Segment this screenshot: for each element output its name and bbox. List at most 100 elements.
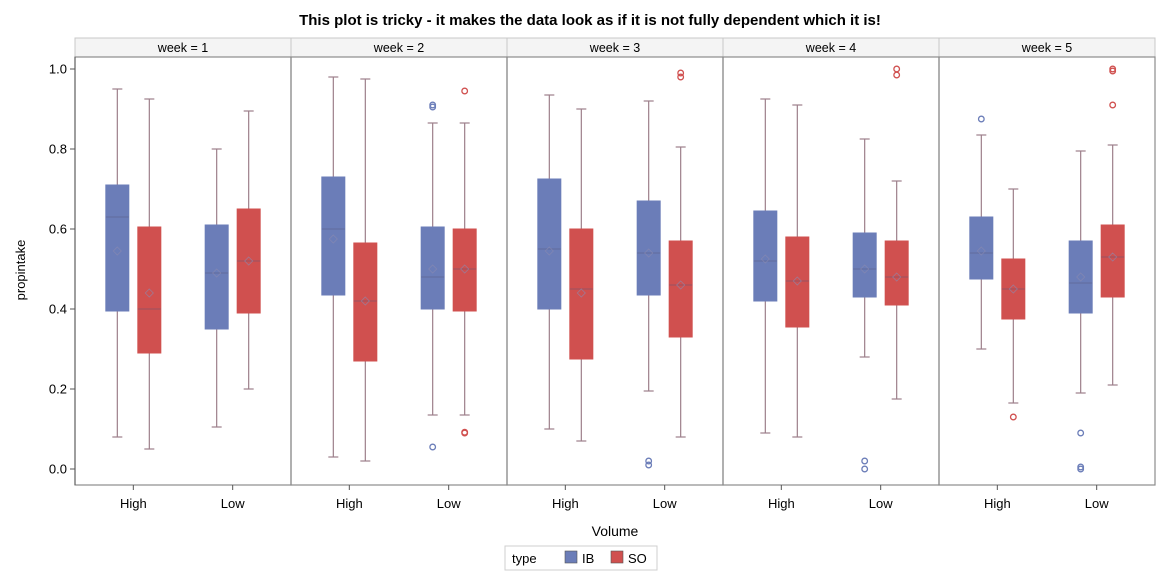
panel-week-1: week = 1 High Low <box>74 37 292 511</box>
box-iqr <box>452 228 477 312</box>
x-tick-label: Low <box>437 496 461 511</box>
x-tick-label: Low <box>1085 496 1109 511</box>
box-mean-marker <box>1008 284 1018 294</box>
box-mean-marker <box>760 254 770 264</box>
legend-swatch-so <box>610 550 624 564</box>
y-tick-label: 0.8 <box>49 142 67 157</box>
box-ib-low-week-1 <box>204 148 229 428</box>
box-mean-marker <box>860 264 870 274</box>
legend-swatch-ib <box>564 550 578 564</box>
outlier-point <box>1077 463 1085 471</box>
box-so-low-week-2 <box>452 87 477 437</box>
panel-header-label: week = 3 <box>589 41 640 55</box>
outlier-point <box>429 443 437 451</box>
y-tick-label: 0.6 <box>49 222 67 237</box>
box-mean-marker <box>360 296 370 306</box>
box-so-low-week-5 <box>1100 65 1125 386</box>
x-tick-label: High <box>768 496 795 511</box>
outlier-point <box>429 101 437 109</box>
y-tick-label: 0.2 <box>49 382 67 397</box>
box-mean-marker <box>144 288 154 298</box>
panel-header-label: week = 1 <box>157 41 208 55</box>
box-mean-marker <box>244 256 254 266</box>
box-ib-high-week-2 <box>321 76 346 458</box>
box-iqr <box>321 176 346 296</box>
outlier-point <box>677 69 685 77</box>
box-mean-marker <box>328 234 338 244</box>
legend-title: type <box>512 551 537 566</box>
x-tick-label: High <box>552 496 579 511</box>
box-mean-marker <box>460 264 470 274</box>
y-axis-label: propintake <box>13 240 28 301</box>
legend: type IB SO <box>504 545 658 571</box>
box-iqr <box>753 210 778 302</box>
outlier-point <box>645 461 653 469</box>
box-ib-low-week-4 <box>852 138 877 473</box>
outlier-point <box>1077 429 1085 437</box>
outlier-point <box>861 465 869 473</box>
box-iqr <box>1068 240 1093 314</box>
outlier-point <box>1109 101 1117 109</box>
outlier-point <box>977 115 985 123</box>
box-so-low-week-1 <box>236 110 261 390</box>
y-tick-label: 0.4 <box>49 302 67 317</box>
box-mean-marker <box>576 288 586 298</box>
x-tick-label: Low <box>869 496 893 511</box>
x-tick-label: Low <box>221 496 245 511</box>
x-tick-label: High <box>120 496 147 511</box>
box-ib-high-week-5 <box>969 115 994 350</box>
outlier-point <box>893 71 901 79</box>
panel-week-5: week = 5 High Low <box>938 37 1156 511</box>
box-mean-marker <box>112 246 122 256</box>
box-iqr <box>969 216 994 280</box>
panel-header-label: week = 2 <box>373 41 424 55</box>
legend-label-so: SO <box>628 551 647 566</box>
box-iqr <box>105 184 130 312</box>
box-ib-high-week-3 <box>537 94 562 430</box>
panels-layer: week = 1 High Low week = 2 High Low week = 3 Hi… <box>74 37 1156 511</box>
box-ib-low-week-2 <box>420 101 445 451</box>
legend-label-ib: IB <box>582 551 594 566</box>
box-mean-marker <box>976 246 986 256</box>
box-iqr <box>785 236 810 328</box>
box-so-low-week-3 <box>668 69 693 438</box>
outlier-point <box>1009 413 1017 421</box>
x-tick-label: Low <box>653 496 677 511</box>
box-mean-marker <box>892 272 902 282</box>
box-mean-marker <box>676 280 686 290</box>
outlier-point <box>461 428 469 436</box>
box-mean-marker <box>1076 272 1086 282</box>
outlier-point <box>677 73 685 81</box>
box-iqr <box>537 178 562 310</box>
box-iqr <box>569 228 594 360</box>
x-tick-label: High <box>984 496 1011 511</box>
y-tick-label: 1.0 <box>49 62 67 77</box>
panel-header-label: week = 4 <box>805 41 856 55</box>
box-mean-marker <box>644 248 654 258</box>
box-so-low-week-4 <box>884 65 909 400</box>
panel-week-2: week = 2 High Low <box>290 37 508 511</box>
box-mean-marker <box>1108 252 1118 262</box>
panel-frame <box>938 56 1156 486</box>
box-iqr <box>137 226 162 354</box>
box-so-high-week-2 <box>353 78 378 462</box>
box-ib-high-week-1 <box>105 88 130 438</box>
box-mean-marker <box>428 264 438 274</box>
box-ib-low-week-5 <box>1068 150 1093 473</box>
legend-frame <box>504 545 658 571</box>
box-so-high-week-5 <box>1001 188 1026 421</box>
box-so-high-week-1 <box>137 98 162 450</box>
box-ib-high-week-4 <box>753 98 778 434</box>
box-mean-marker <box>212 268 222 278</box>
panel-header-label: week = 5 <box>1021 41 1072 55</box>
x-tick-label: High <box>336 496 363 511</box>
outlier-point <box>1109 65 1117 73</box>
box-so-high-week-4 <box>785 104 810 438</box>
box-so-high-week-3 <box>569 108 594 442</box>
outlier-point <box>893 65 901 73</box>
x-axis-label: Volume <box>592 523 639 539</box>
panel-week-4: week = 4 High Low <box>722 37 940 511</box>
box-mean-marker <box>792 276 802 286</box>
y-tick-label: 0.0 <box>49 462 67 477</box>
